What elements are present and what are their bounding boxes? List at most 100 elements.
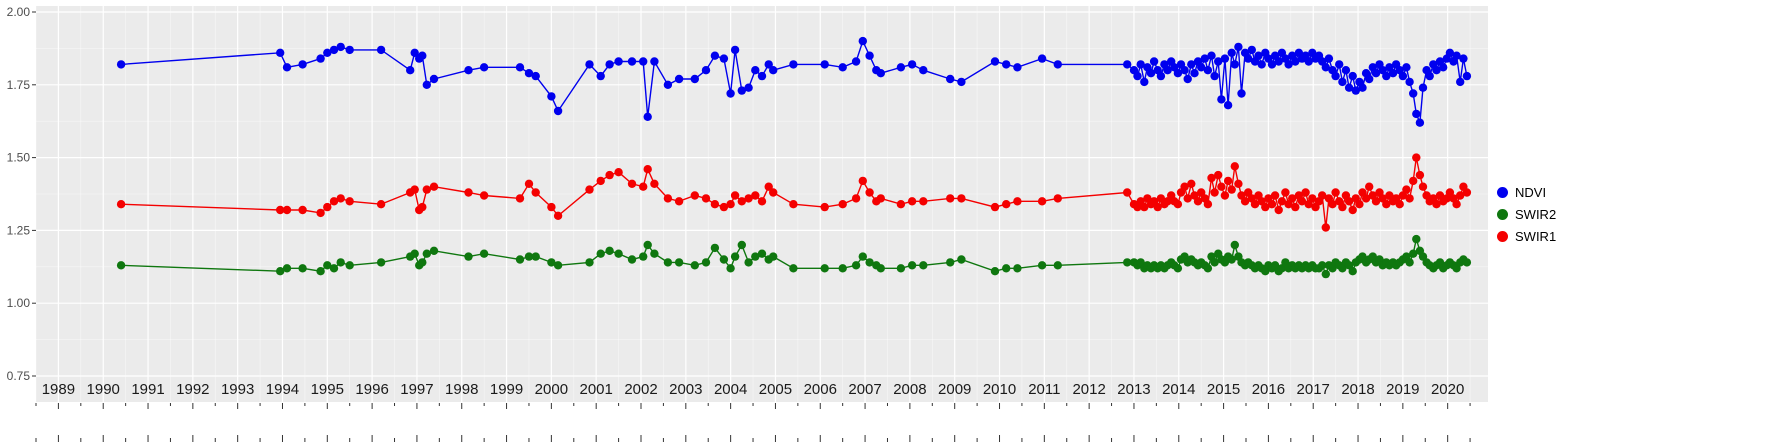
data-point-swir2: [547, 258, 556, 267]
data-point-ndvi: [1156, 71, 1166, 81]
data-point-ndvi: [744, 83, 753, 92]
data-point-swir1: [1361, 194, 1371, 203]
data-point-ndvi: [1037, 54, 1047, 63]
data-point-ndvi: [1149, 57, 1159, 66]
data-point-swir2: [726, 264, 735, 273]
data-point-ndvi: [1291, 57, 1300, 66]
data-point-swir2: [639, 252, 648, 261]
ndvi-legend-label: NDVI: [1515, 185, 1547, 200]
data-point-ndvi: [1254, 51, 1263, 60]
data-point-swir1: [896, 200, 906, 209]
data-point-swir1: [1371, 197, 1381, 206]
data-point-swir1: [1415, 170, 1425, 180]
data-point-swir2: [585, 258, 594, 267]
x-tick-label: 2016: [1252, 381, 1285, 398]
y-tick-label: 1.50: [7, 151, 31, 165]
data-point-ndvi: [406, 66, 415, 75]
data-point-swir1: [1409, 176, 1418, 186]
data-point-ndvi: [1053, 60, 1063, 69]
data-point-swir1: [674, 197, 684, 206]
data-point-swir2: [710, 243, 720, 253]
data-point-swir1: [1173, 200, 1183, 209]
data-point-swir1: [1331, 188, 1340, 197]
data-point-ndvi: [1247, 45, 1257, 55]
data-point-swir1: [531, 188, 540, 197]
data-point-ndvi: [1358, 83, 1367, 92]
data-point-ndvi: [1321, 63, 1331, 72]
data-point-swir1: [946, 194, 955, 203]
data-point-ndvi: [751, 66, 760, 75]
data-point-swir1: [1187, 179, 1196, 188]
legend-item-ndvi[interactable]: NDVI: [1497, 186, 1556, 199]
data-point-swir1: [276, 205, 285, 215]
data-point-swir1: [1223, 176, 1233, 186]
data-point-swir2: [896, 264, 906, 273]
data-point-swir2: [751, 252, 760, 261]
data-point-swir1: [298, 205, 307, 215]
data-point-swir1: [1338, 202, 1347, 212]
data-point-swir1: [1183, 194, 1192, 203]
data-point-ndvi: [663, 80, 673, 90]
data-point-swir1: [990, 202, 1000, 212]
data-point-ndvi: [838, 63, 847, 72]
x-tick-label: 2008: [893, 381, 926, 398]
data-point-ndvi: [1136, 60, 1145, 69]
x-tick-label: 2015: [1207, 381, 1240, 398]
data-point-swir1: [1382, 200, 1391, 209]
data-point-ndvi: [820, 60, 829, 69]
legend-item-swir2[interactable]: SWIR2: [1497, 208, 1556, 221]
data-point-ndvi: [531, 71, 540, 81]
data-point-ndvi: [585, 60, 594, 69]
data-point-swir1: [345, 197, 354, 206]
swir1-legend-marker: [1497, 231, 1508, 242]
data-point-ndvi: [737, 86, 746, 95]
data-point-ndvi: [1217, 95, 1226, 104]
x-tick-label: 2010: [983, 381, 1016, 398]
data-point-swir1: [627, 179, 637, 188]
data-point-swir1: [1274, 205, 1283, 215]
data-point-swir1: [1267, 200, 1277, 209]
data-point-swir1: [479, 191, 489, 200]
data-point-ndvi: [1348, 71, 1357, 81]
legend-item-swir1[interactable]: SWIR1: [1497, 230, 1556, 243]
data-point-swir1: [1214, 170, 1223, 180]
data-point-ndvi: [1409, 89, 1418, 98]
data-point-swir2: [858, 252, 867, 261]
data-point-ndvi: [298, 60, 307, 69]
data-point-swir1: [1328, 200, 1337, 209]
x-tick-label: 2014: [1162, 381, 1195, 398]
data-point-swir1: [1452, 200, 1461, 209]
data-point-swir2: [1230, 240, 1240, 250]
data-point-swir2: [1053, 261, 1063, 270]
data-point-ndvi: [1412, 109, 1421, 119]
data-point-swir1: [719, 202, 729, 212]
data-point-swir1: [1227, 185, 1236, 194]
data-point-swir1: [838, 200, 847, 209]
data-point-swir1: [1234, 179, 1243, 188]
x-tick-label: 1999: [490, 381, 523, 398]
data-point-ndvi: [276, 48, 285, 57]
data-point-swir2: [919, 261, 928, 270]
data-point-swir1: [329, 197, 339, 206]
data-point-ndvi: [1418, 83, 1428, 92]
x-tick-label: 2005: [759, 381, 792, 398]
data-point-swir1: [1217, 182, 1226, 191]
data-point-ndvi: [1304, 57, 1313, 66]
data-point-ndvi: [553, 106, 563, 116]
data-point-swir2: [429, 246, 439, 255]
data-point-ndvi: [1187, 60, 1196, 69]
data-point-swir1: [1405, 194, 1414, 203]
data-point-swir2: [1203, 264, 1213, 273]
data-point-swir1: [730, 191, 740, 200]
data-point-ndvi: [1344, 83, 1354, 92]
data-point-swir1: [585, 185, 594, 194]
data-point-swir1: [1220, 191, 1230, 200]
data-point-ndvi: [1190, 69, 1199, 78]
data-point-swir2: [820, 264, 829, 273]
data-point-swir1: [1456, 191, 1465, 200]
data-point-swir1: [1432, 200, 1441, 209]
data-point-ndvi: [907, 60, 917, 69]
x-tick-label: 2001: [579, 381, 612, 398]
data-point-swir2: [1002, 264, 1011, 273]
